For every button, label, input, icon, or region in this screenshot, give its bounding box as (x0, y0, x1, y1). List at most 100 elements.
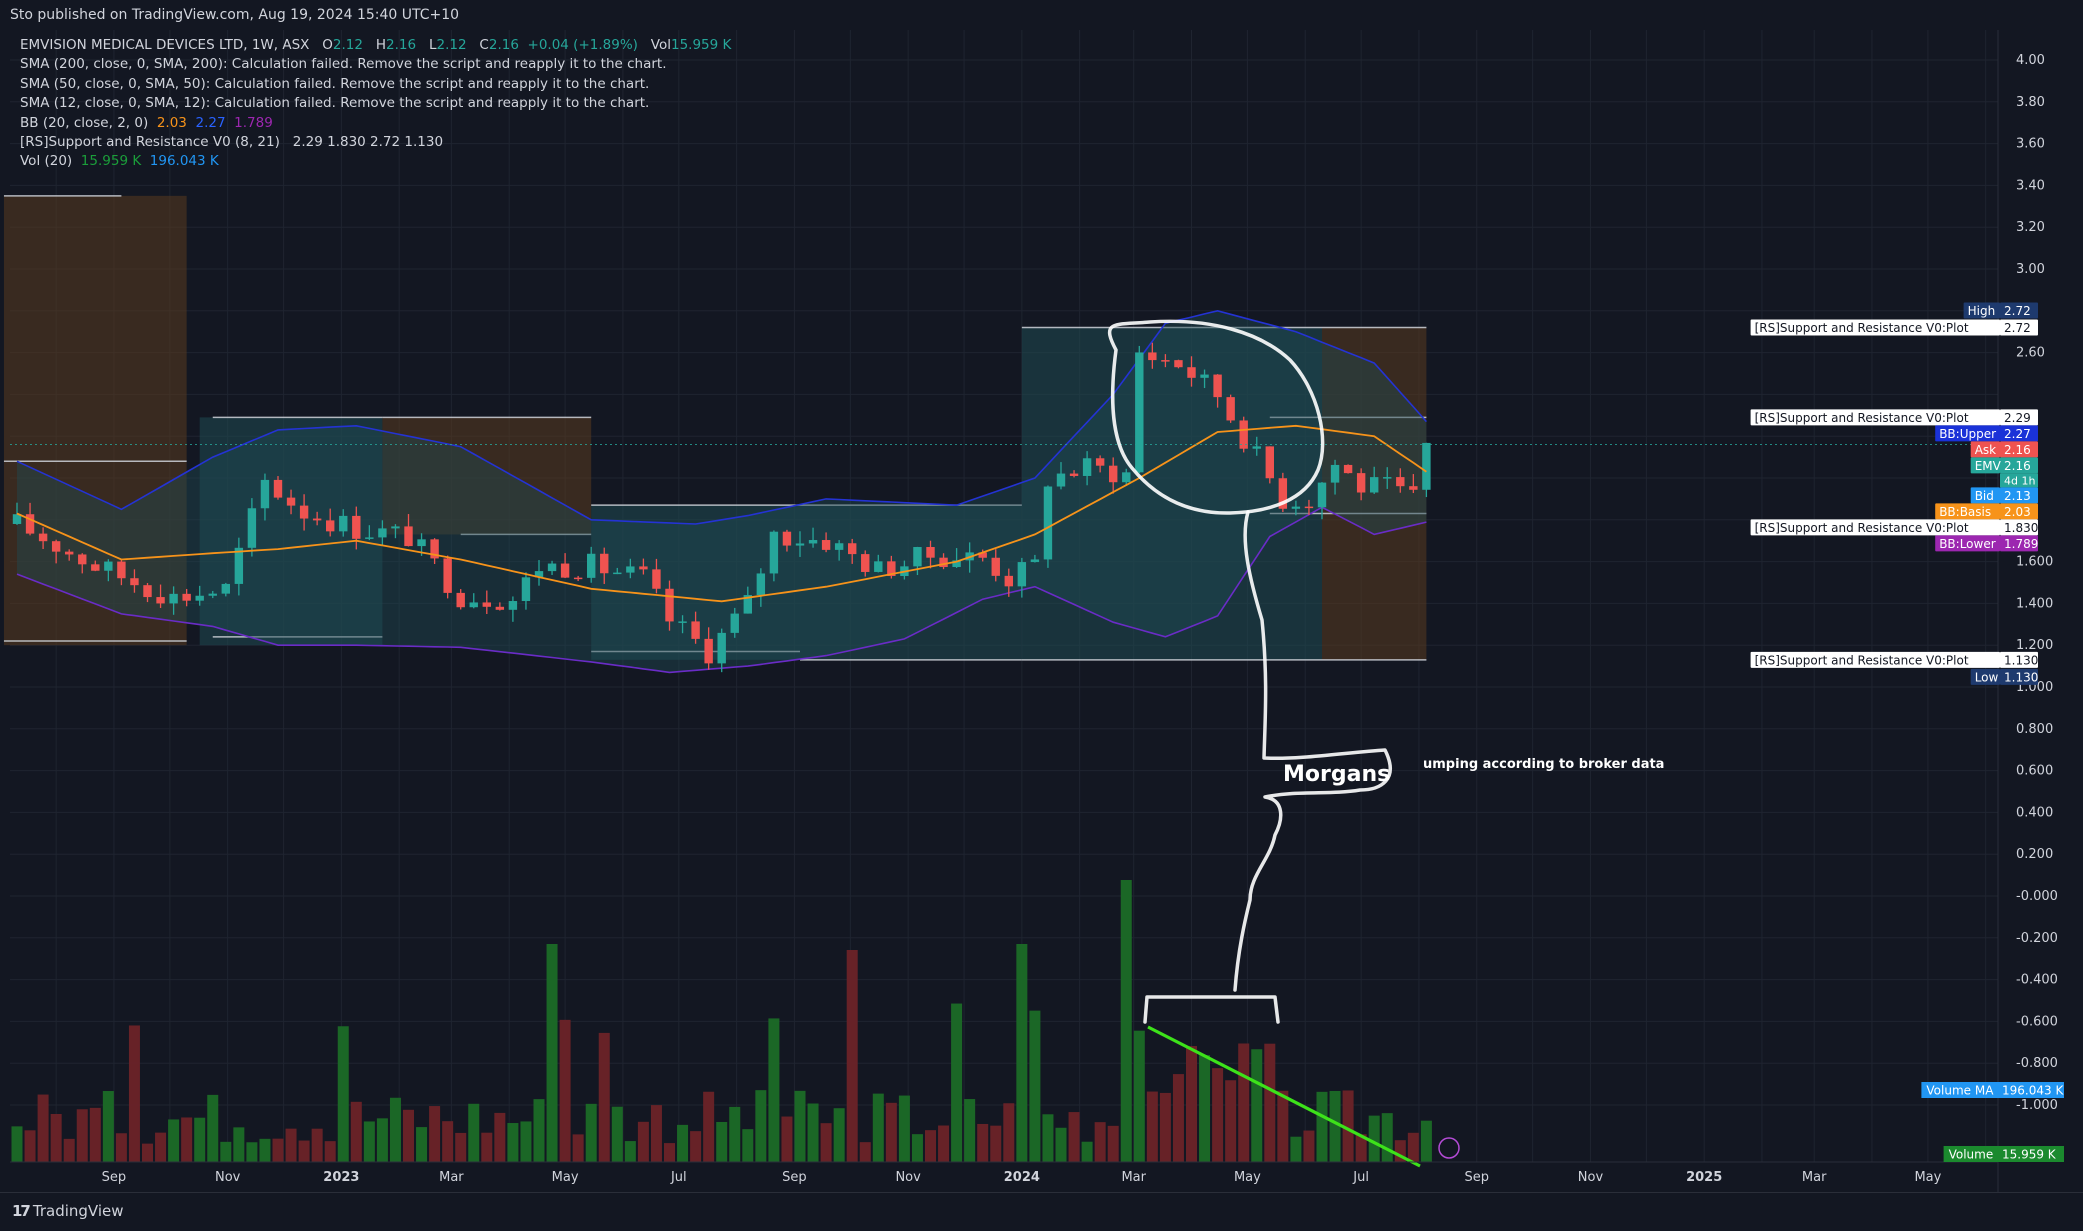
candle-body (234, 547, 244, 584)
legend-low-label: L (428, 37, 437, 53)
volume-bar (494, 1112, 506, 1162)
candle-body (469, 602, 478, 608)
volume-bar (742, 1129, 754, 1162)
y-tick-label: -0.200 (2016, 931, 2058, 946)
candle-body (78, 554, 87, 565)
volume-bar (416, 1127, 428, 1162)
candle-body (195, 595, 204, 601)
legend-sma12[interactable]: SMA (12, close, 0, SMA, 12): Calculation… (20, 95, 650, 112)
candle-body (756, 573, 766, 596)
volume-bar (128, 1025, 140, 1162)
price-label-name-bg (1970, 457, 2000, 474)
tradingview-brand[interactable]: 17 TradingView (12, 1202, 124, 1220)
legend-vol20-a: 15.959 K (80, 153, 142, 170)
candle-body (1317, 482, 1327, 508)
bottom-bar (0, 1192, 2083, 1231)
y-tick-label: -0.800 (2016, 1056, 2058, 1071)
volume-bar (664, 1143, 675, 1162)
volume-bar (194, 1117, 206, 1162)
legend-bb-upper: 2.27 (195, 114, 226, 131)
price-label-value: 1.830 (2004, 521, 2038, 535)
volume-label-name: Volume MA (1926, 1084, 1994, 1098)
legend-low: 2.12 (436, 37, 467, 53)
legend-bb-row[interactable]: BB (20, close, 2, 0) 2.03 2.27 1.789 (20, 114, 731, 133)
candle-body (587, 553, 596, 578)
legend-vol20-row[interactable]: Vol (20) 15.959 K 196.043 K (20, 152, 731, 171)
x-tick-label: Nov (1578, 1170, 1604, 1185)
volume-bar (1133, 1030, 1145, 1162)
legend-sma50[interactable]: SMA (50, close, 0, SMA, 50): Calculation… (20, 75, 650, 92)
volume-bar (807, 1103, 819, 1162)
price-label-value: 2.16 (2004, 443, 2031, 457)
legend-symbol-row: EMVISION MEDICAL DEVICES LTD, 1W, ASX O 2… (20, 36, 731, 55)
candle-body (1043, 486, 1053, 560)
candle-body (1278, 478, 1288, 509)
volume-bar (833, 1108, 845, 1162)
ellipse-annotation (1107, 319, 1325, 515)
x-tick-label: Sep (1464, 1170, 1489, 1185)
volume-bar (1264, 1043, 1276, 1162)
candle-body (639, 566, 648, 570)
candle-body (456, 592, 465, 608)
candle-body (808, 540, 818, 544)
volume-bar (298, 1140, 310, 1162)
volume-bar (155, 1132, 167, 1162)
candle-body (652, 569, 661, 589)
y-tick-label: 3.40 (2016, 178, 2045, 193)
volume-bar (389, 1097, 401, 1162)
volume-label-name-bg (1921, 1082, 1998, 1098)
volume-bar (859, 1142, 871, 1162)
legend-rs-row[interactable]: [RS]Support and Resistance V0 (8, 21) 2.… (20, 133, 731, 152)
candle-body (952, 560, 961, 568)
price-label-value: 1.130 (2004, 670, 2038, 684)
volume-bar (37, 1094, 49, 1162)
volume-bar (624, 1141, 636, 1162)
candle-body (573, 577, 583, 580)
candle-body (834, 543, 844, 550)
candle-body (417, 539, 426, 547)
candle-body (117, 561, 126, 579)
volume-bar (872, 1093, 884, 1162)
volume-bar (1068, 1112, 1080, 1162)
candle-body (1109, 465, 1118, 483)
candle-body (273, 479, 283, 498)
candle-body (1252, 446, 1261, 449)
hand-drawn-annotations (1107, 319, 1392, 1024)
volume-bar (363, 1121, 375, 1162)
price-label-value-bg (2000, 651, 2038, 668)
candle-body (534, 571, 544, 578)
volume-bar (1368, 1115, 1380, 1162)
volume-bar (350, 1101, 362, 1162)
volume-bar (455, 1132, 467, 1162)
candle-body (169, 593, 178, 604)
candle-body (391, 526, 400, 529)
price-label-value-bg (2000, 302, 2038, 319)
legend-sma200[interactable]: SMA (200, close, 0, SMA, 200): Calculati… (20, 56, 667, 73)
volume-label-name-bg (1943, 1146, 1998, 1162)
candle-body (1226, 397, 1235, 421)
volume-bar (50, 1113, 62, 1162)
price-label-value: 2.27 (2004, 427, 2031, 441)
candle-body (926, 547, 935, 558)
price-label-name-bg (1935, 535, 2000, 552)
volume-bar (1420, 1120, 1432, 1162)
legend-open-label: O (322, 37, 333, 53)
volume-bar (76, 1109, 88, 1162)
candle-body (939, 557, 948, 568)
legend-symbol[interactable]: EMVISION MEDICAL DEVICES LTD, 1W, ASX (20, 37, 310, 53)
legend-bb-lower: 1.789 (234, 114, 273, 131)
price-label-name: Ask (1975, 443, 1996, 457)
x-tick-label: Nov (895, 1170, 921, 1185)
x-tick-label: Jul (1352, 1170, 1369, 1185)
volume-bar (1120, 880, 1132, 1162)
candle-body (247, 508, 257, 548)
candle-body (782, 531, 792, 546)
volume-bar (716, 1121, 728, 1162)
volume-bar (1199, 1055, 1211, 1162)
volume-bar (1081, 1141, 1093, 1162)
price-label-name-bg (1935, 425, 2000, 442)
price-label-value-bg (2000, 535, 2038, 552)
y-tick-label: -0.600 (2016, 1014, 2058, 1029)
legend: EMVISION MEDICAL DEVICES LTD, 1W, ASX O 2… (20, 36, 731, 172)
